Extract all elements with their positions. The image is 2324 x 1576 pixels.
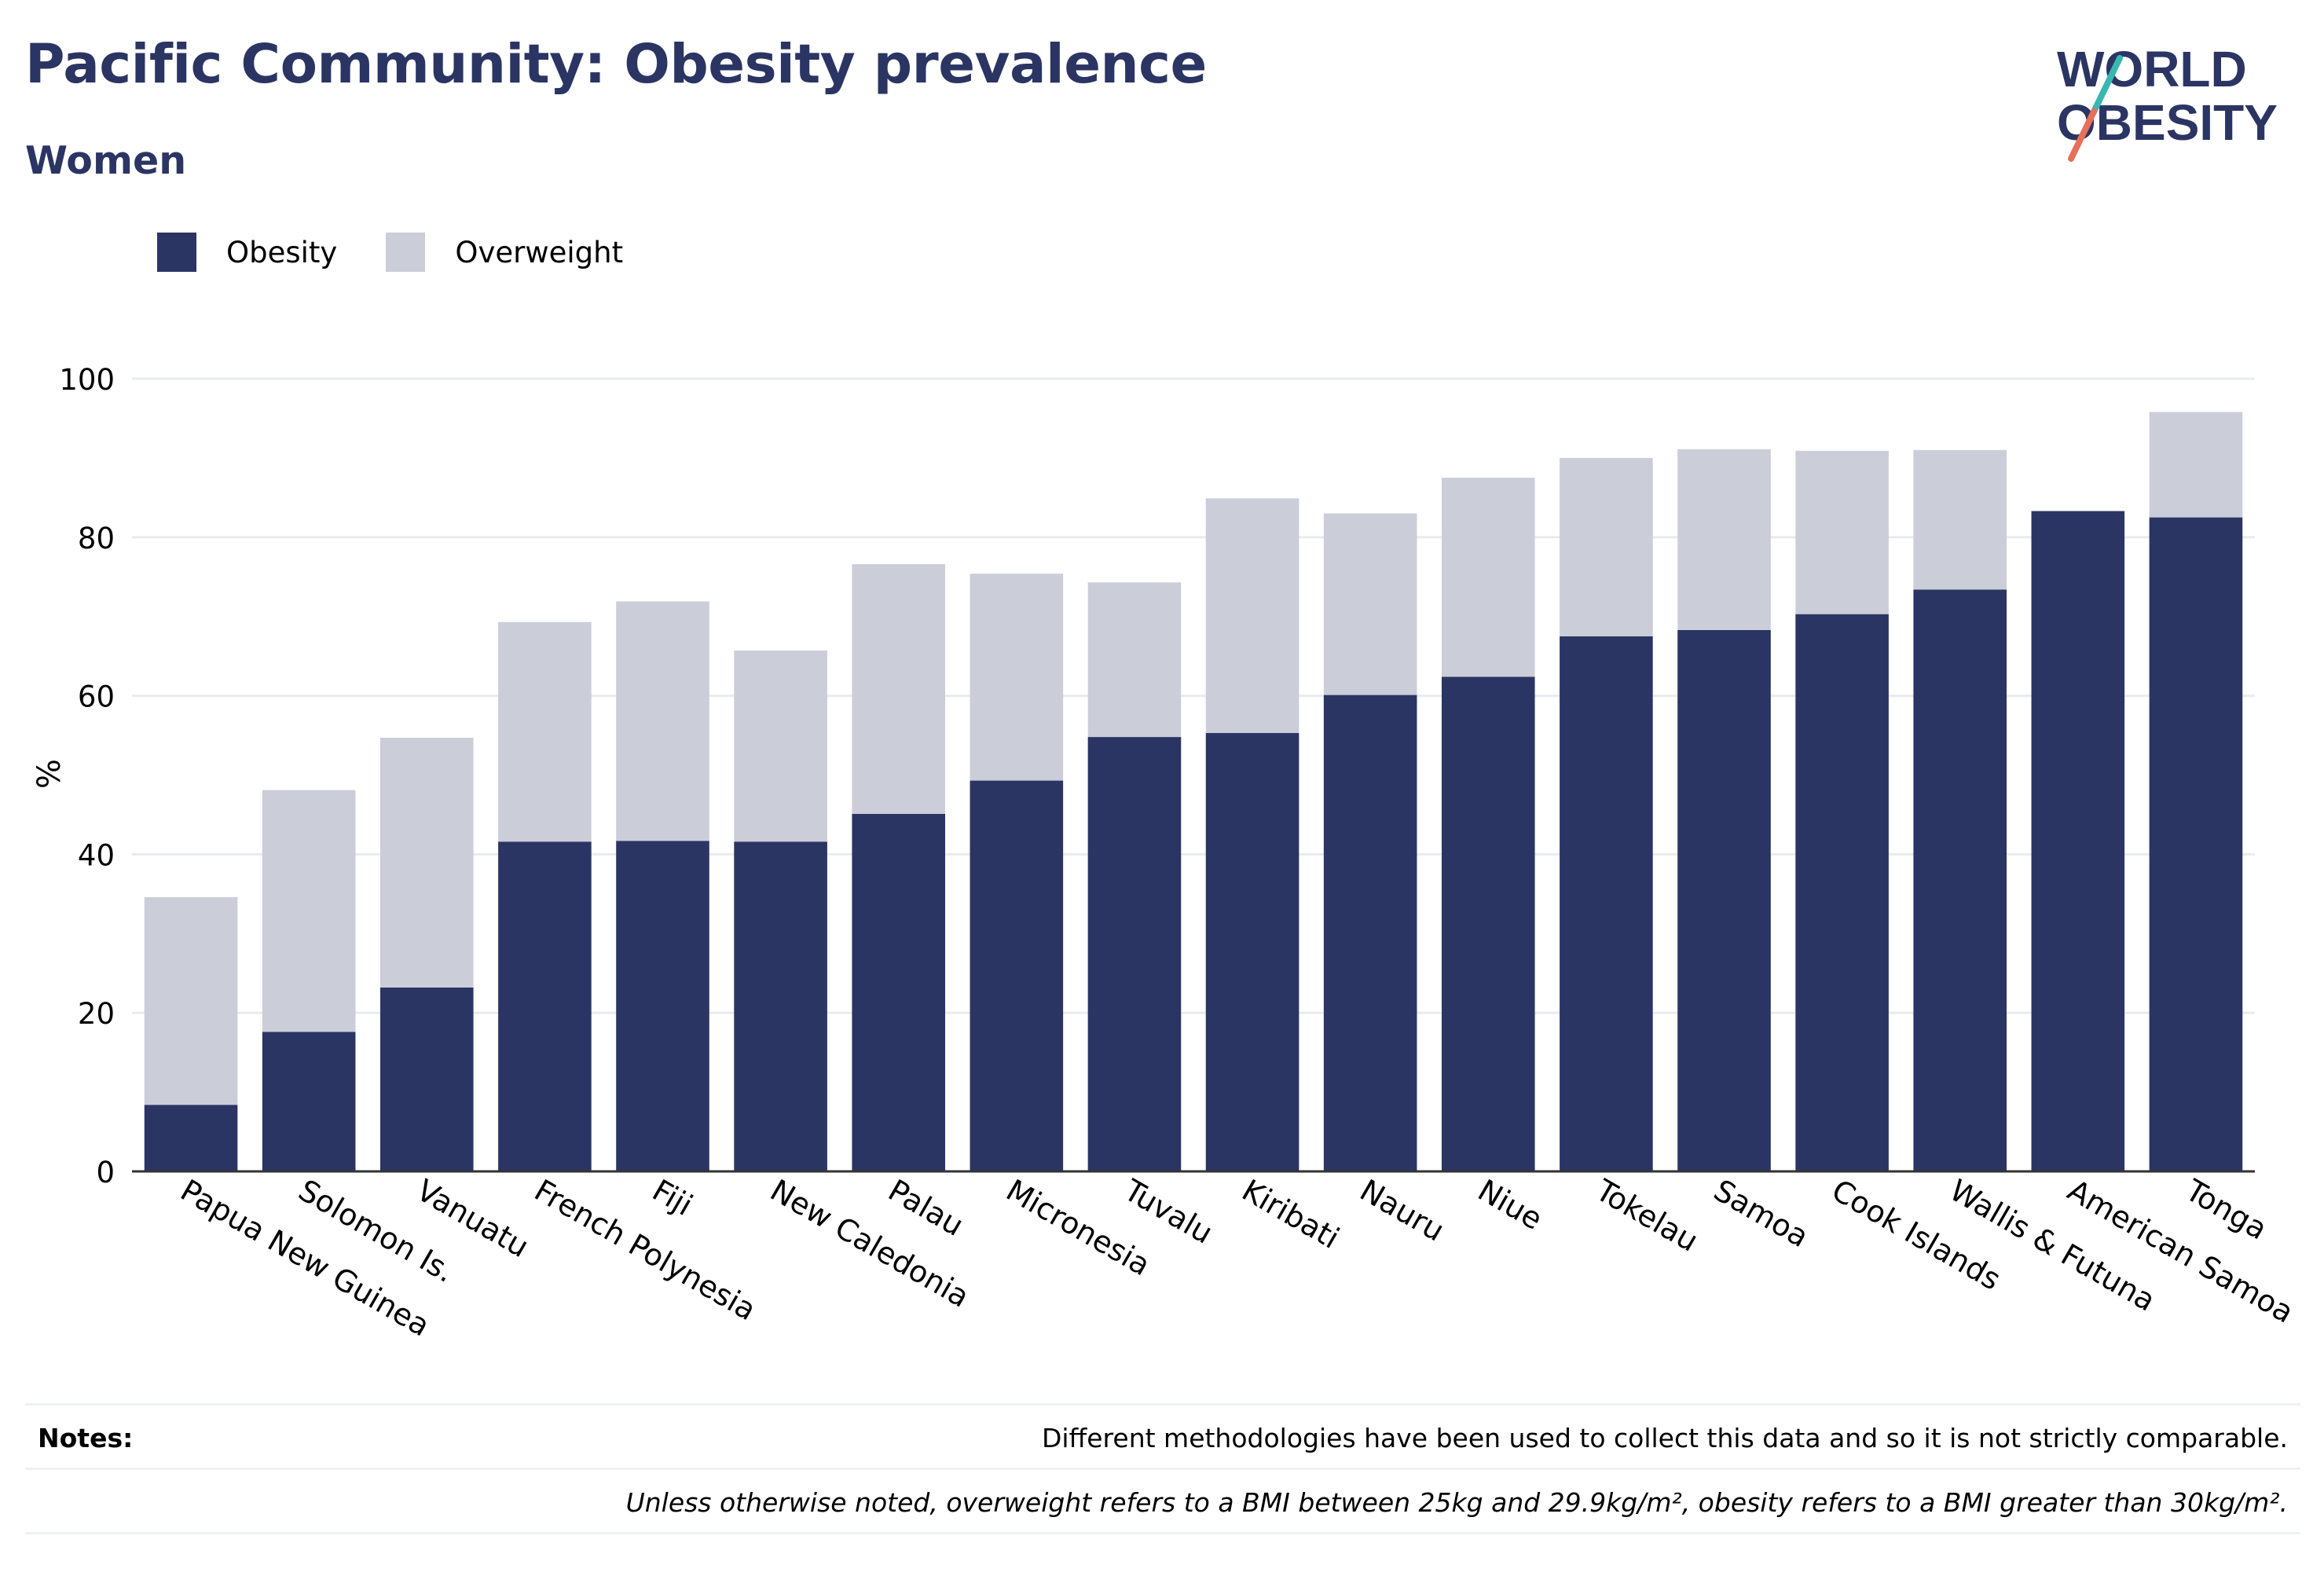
grid-lines [132, 377, 2255, 1014]
notes-row-1: Notes: Different methodologies have been… [25, 1403, 2300, 1470]
bar-obesity-10[interactable] [1323, 695, 1417, 1171]
bar-overweight-7[interactable] [970, 574, 1064, 781]
y-tick-label: 100 [59, 363, 115, 397]
y-axis-label: % [31, 759, 68, 789]
bar-overweight-2[interactable] [379, 738, 474, 988]
bar-obesity-3[interactable] [498, 841, 592, 1171]
bar-obesity-2[interactable] [379, 987, 474, 1171]
notes-bmi-definition: Unless otherwise noted, overweight refer… [625, 1487, 2288, 1518]
y-tick-label: 20 [78, 997, 115, 1031]
bar-overweight-1[interactable] [262, 790, 356, 1032]
bar-overweight-8[interactable] [1087, 582, 1182, 738]
bar-obesity-17[interactable] [2149, 517, 2243, 1171]
x-tick-label: Nauru [1354, 1173, 1450, 1248]
y-tick-label: 80 [78, 522, 115, 555]
bar-overweight-17[interactable] [2149, 412, 2243, 518]
bar-overweight-10[interactable] [1323, 513, 1417, 695]
bar-obesity-6[interactable] [852, 813, 946, 1171]
bar-overweight-14[interactable] [1795, 450, 1889, 614]
bar-obesity-11[interactable] [1441, 676, 1535, 1171]
notes-methodology: Different methodologies have been used t… [1041, 1423, 2288, 1453]
x-tick-label: Fiji [647, 1173, 698, 1222]
x-tick-label: Tokelau [1589, 1172, 1704, 1259]
bar-overweight-4[interactable] [616, 601, 709, 841]
bar-obesity-9[interactable] [1205, 733, 1299, 1171]
y-tick-label: 40 [78, 838, 115, 872]
logo-line1: WORLD [2057, 41, 2247, 97]
x-tick-label: New Caledonia [764, 1173, 975, 1314]
logo-slash-red [2068, 104, 2099, 162]
bar-obesity-12[interactable] [1560, 636, 1653, 1171]
bar-obesity-4[interactable] [616, 841, 709, 1171]
notes-divider [25, 1532, 2300, 1534]
bar-obesity-16[interactable] [2031, 511, 2125, 1171]
x-tick-label: French Polynesia [529, 1173, 762, 1328]
bar-obesity-7[interactable] [970, 780, 1064, 1171]
legend-swatch-overweight [386, 233, 426, 272]
y-tick-label: 60 [78, 680, 115, 714]
bar-overweight-3[interactable] [498, 621, 592, 842]
bar-overweight-0[interactable] [144, 896, 238, 1105]
notes-label: Notes: [38, 1423, 134, 1453]
world-obesity-logo: WORLD OBESITY [2057, 41, 2278, 162]
legend-label-overweight: Overweight [455, 235, 624, 269]
x-tick-label: Wallis & Futuna [1944, 1173, 2161, 1318]
legend-item-overweight[interactable]: Overweight [386, 233, 623, 272]
x-tick-label: Kiribati [1237, 1173, 1346, 1255]
bar-obesity-8[interactable] [1087, 737, 1182, 1171]
x-tick-label: Niue [1472, 1173, 1549, 1237]
bar-obesity-14[interactable] [1795, 614, 1889, 1171]
x-tick-label: Samoa [1708, 1173, 1814, 1255]
y-tick-label: 0 [96, 1156, 115, 1189]
bar-overweight-5[interactable] [734, 651, 827, 842]
bar-overweight-6[interactable] [852, 564, 946, 814]
legend-item-obesity[interactable]: Obesity [157, 233, 337, 272]
chart-title: Pacific Community: Obesity prevalence [25, 33, 1207, 96]
legend-swatch-obesity [157, 233, 196, 272]
bars [144, 412, 2243, 1171]
bar-overweight-15[interactable] [1913, 449, 2007, 590]
bar-obesity-13[interactable] [1677, 629, 1771, 1171]
x-tick-label: Tonga [2179, 1172, 2273, 1246]
bar-overweight-13[interactable] [1677, 449, 1771, 630]
bar-overweight-9[interactable] [1205, 498, 1299, 734]
bar-obesity-0[interactable] [144, 1105, 238, 1171]
bar-obesity-5[interactable] [734, 841, 827, 1171]
notes-row-2: Unless otherwise noted, overweight refer… [25, 1468, 2300, 1534]
bar-overweight-11[interactable] [1441, 478, 1535, 677]
bar-overweight-12[interactable] [1560, 457, 1653, 636]
logo-slash-teal [2093, 55, 2123, 110]
bar-obesity-1[interactable] [262, 1032, 356, 1171]
bar-obesity-15[interactable] [1913, 589, 2007, 1171]
chart-subtitle: Women [25, 138, 187, 183]
logo-line2: OBESITY [2057, 94, 2278, 151]
chart-legend: Obesity Overweight [157, 233, 672, 272]
x-tick-label: Palau [882, 1173, 970, 1243]
legend-label-obesity: Obesity [226, 235, 338, 269]
